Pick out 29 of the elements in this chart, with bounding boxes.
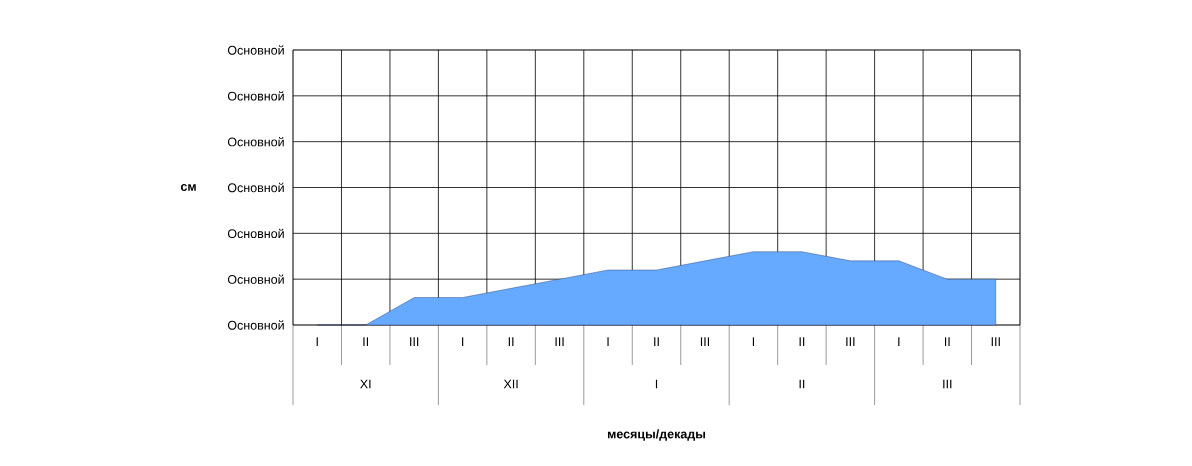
x-tick-label: II xyxy=(799,337,805,346)
text: I xyxy=(655,379,658,389)
x-tick-label: II xyxy=(508,337,514,346)
x-tick-label: III xyxy=(991,337,1000,346)
text: см xyxy=(180,184,196,191)
x-tick-label: I xyxy=(607,337,609,346)
x-tick-label: I xyxy=(898,337,900,346)
text: Основной xyxy=(227,136,284,147)
x-tick-label: III xyxy=(410,337,419,346)
text: месяцы/декады xyxy=(607,429,706,441)
text: Основной xyxy=(227,45,284,55)
text: XI xyxy=(360,379,371,389)
x-tick-label: III xyxy=(555,337,564,346)
text: Основной xyxy=(227,182,284,193)
x-tick-label: II xyxy=(944,337,950,346)
x-tick-label: III xyxy=(700,337,710,346)
x-tick-label: I xyxy=(462,337,464,346)
x-tick-label: II xyxy=(363,337,369,346)
text: Основной xyxy=(227,91,284,101)
x-tick-label: I xyxy=(752,337,755,346)
x-tick-label: I xyxy=(316,337,318,346)
text: II xyxy=(799,379,805,389)
text: Основной xyxy=(227,320,284,330)
x-tick-label: III xyxy=(846,337,855,346)
text: XII xyxy=(503,379,518,389)
text: Основной xyxy=(227,274,284,284)
text: Основной xyxy=(227,228,284,239)
x-tick-label: II xyxy=(654,337,659,346)
text: III xyxy=(943,379,952,389)
